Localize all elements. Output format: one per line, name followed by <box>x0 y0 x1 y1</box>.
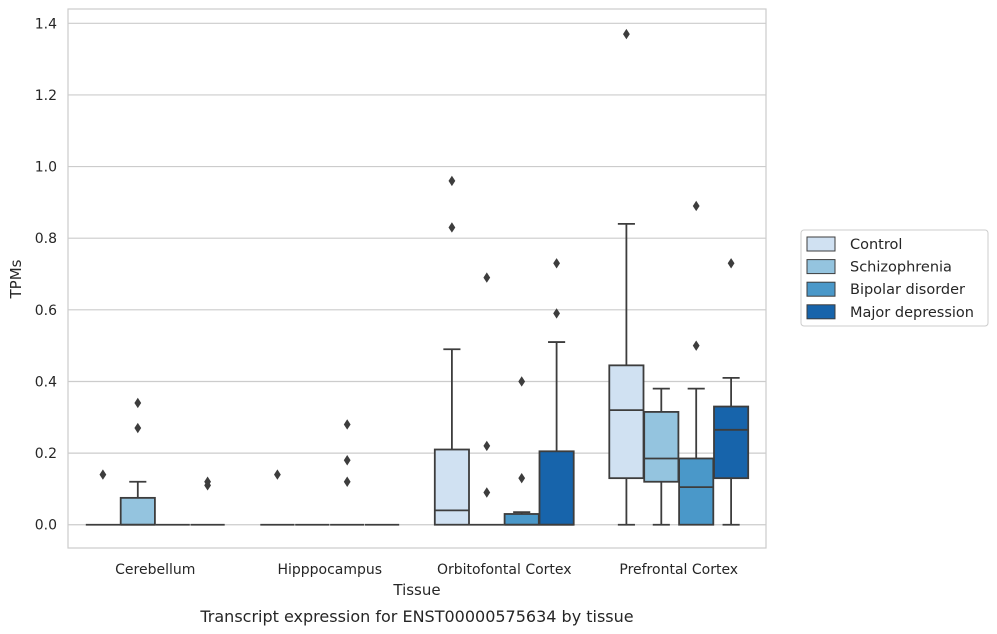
outlier-point <box>553 308 560 319</box>
legend-item: Major depression <box>806 304 974 321</box>
outlier-point <box>448 175 456 187</box>
outlier-point <box>343 419 351 430</box>
x-tick-labels: Cerebellum Hipppocampus Orbitofontal Corte… <box>115 562 738 578</box>
box <box>503 513 540 526</box>
y-tick-label: 1.4 <box>35 16 57 32</box>
outlier-point <box>204 476 211 487</box>
outlier-point <box>692 200 700 212</box>
box-group <box>713 258 750 526</box>
y-tick-label: 1.0 <box>35 160 57 176</box>
x-tick-label: Hipppocampus <box>277 562 382 578</box>
box <box>713 405 750 480</box>
x-tick-label: Cerebellum <box>115 562 195 578</box>
legend-item: Schizophrenia <box>806 259 952 276</box>
legend-label: Bipolar disorder <box>850 282 965 298</box>
box-group <box>85 469 121 526</box>
box <box>119 496 156 526</box>
outlier-point <box>518 472 526 484</box>
legend-swatch <box>806 281 836 297</box>
y-tick-label: 0.6 <box>35 303 57 319</box>
box <box>678 457 715 526</box>
box-group <box>608 28 645 526</box>
outlier-point <box>727 258 735 269</box>
y-tick-label: 0.8 <box>35 231 57 247</box>
box <box>433 448 470 526</box>
box-group <box>433 175 470 526</box>
outlier-point <box>483 272 491 283</box>
legend-label: Schizophrenia <box>850 260 952 276</box>
legend-label: Control <box>850 237 902 253</box>
outlier-point <box>134 422 142 434</box>
outlier-point <box>343 476 351 487</box>
y-axis-label: TPMs <box>7 259 25 299</box>
outlier-point <box>483 440 491 452</box>
y-tick-label: 0.4 <box>35 374 57 390</box>
legend: Control Schizophrenia Bipolar disorder Majo… <box>800 229 989 327</box>
y-tick-label: 0.2 <box>35 446 57 462</box>
box <box>643 411 680 483</box>
y-tick-label: 0.0 <box>35 518 57 534</box>
outlier-point <box>134 397 142 409</box>
box-group <box>260 469 295 526</box>
outlier-point <box>343 455 351 466</box>
legend-swatch <box>806 259 836 275</box>
box <box>608 364 645 480</box>
outlier-point <box>274 469 281 480</box>
legend-label: Major depression <box>850 305 974 321</box>
box-group <box>503 376 540 526</box>
y-tick-labels: 0.0 0.2 0.4 0.6 0.8 1.0 1.2 1.4 <box>35 16 57 533</box>
box-group <box>190 476 225 526</box>
x-axis-label: Tissue <box>392 581 440 599</box>
legend-item: Bipolar disorder <box>806 281 965 298</box>
x-tick-label: Orbitofontal Cortex <box>437 562 572 578</box>
box-group <box>678 200 715 526</box>
legend-swatch <box>806 304 836 320</box>
y-tick-label: 1.2 <box>35 88 57 104</box>
box-group <box>469 272 504 526</box>
legend-item: Control <box>806 236 902 253</box>
outlier-point <box>692 340 700 351</box>
outlier-point <box>99 469 107 480</box>
outlier-point <box>518 376 526 387</box>
box-group <box>538 258 575 526</box>
outlier-point <box>553 258 560 269</box>
box-group <box>330 419 365 526</box>
chart-caption: Transcript expression for ENST0000057563… <box>199 607 633 626</box>
outlier-point <box>623 28 630 40</box>
boxes <box>85 28 750 526</box>
plot-area-frame <box>67 8 767 549</box>
box-group <box>643 387 680 526</box>
legend-swatch <box>806 236 836 252</box>
outlier-point <box>483 487 491 498</box>
legend-frame <box>800 229 989 327</box>
x-tick-label: Prefrontal Cortex <box>619 562 738 578</box>
box <box>538 450 575 526</box>
outlier-point <box>448 222 456 233</box>
box-group <box>119 397 156 526</box>
gridlines <box>68 22 766 526</box>
